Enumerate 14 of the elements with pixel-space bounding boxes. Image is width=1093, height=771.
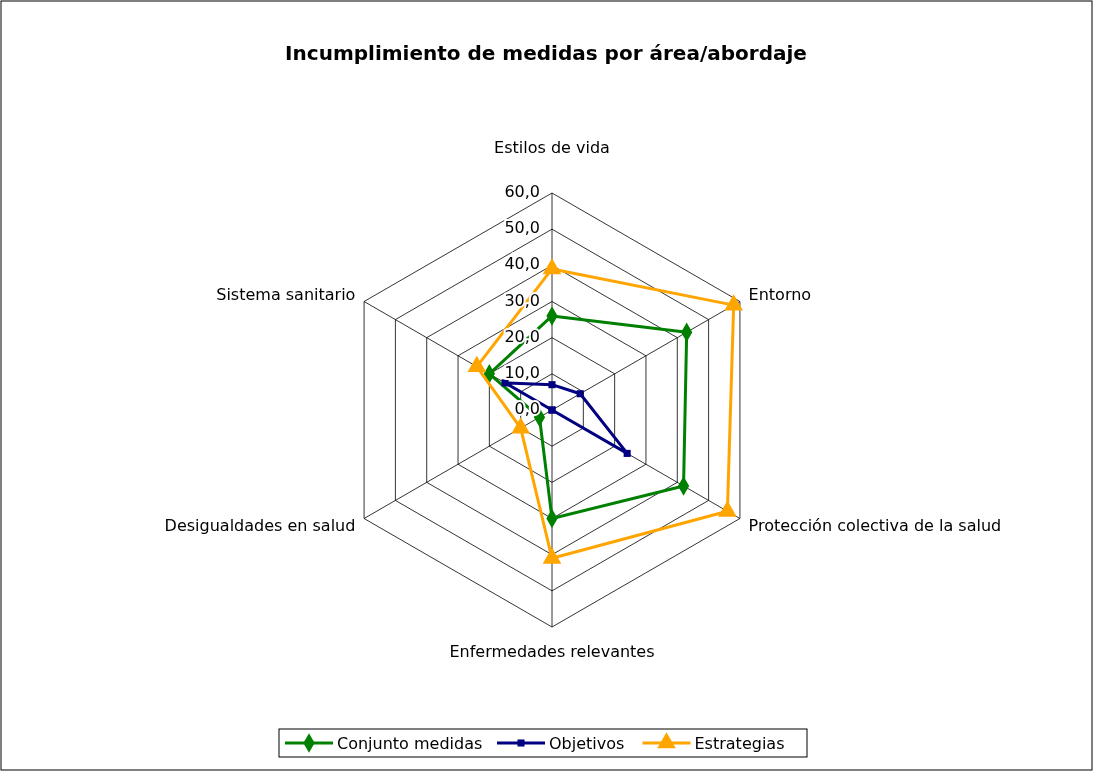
legend-label: Conjunto medidas [337,734,483,753]
spoke-label: Desigualdades en salud [164,515,356,535]
y-tick-label: 40,0 [504,254,540,274]
legend-label: Objetivos [549,734,625,753]
y-tick-label: 10,0 [504,362,540,382]
spoke-label: Entorno [748,284,812,304]
chart-title: Incumplimiento de medidas por área/abordaje [285,41,807,65]
spoke-label: Sistema sanitario [216,284,356,304]
spoke-label: Enfermedades relevantes [449,642,655,661]
y-tick-label: 50,0 [504,218,540,238]
spoke-label: Protección colectiva de la salud [748,515,1002,535]
spoke-label: Estilos de vida [494,138,610,157]
legend-label: Estrategias [694,734,785,753]
y-tick-label: 60,0 [504,182,540,201]
